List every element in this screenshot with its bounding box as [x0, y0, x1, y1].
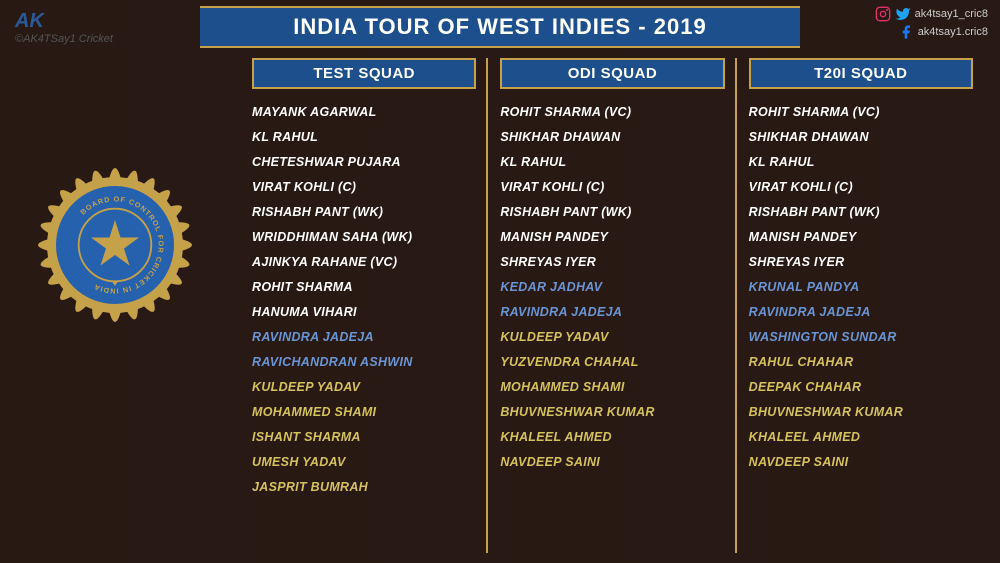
bcci-emblem: BOARD OF CONTROL FOR CRICKET IN INDIA ♥: [20, 150, 210, 340]
player-name: UMESH YADAV: [252, 449, 476, 474]
player-name: RAVINDRA JADEJA: [500, 299, 724, 324]
player-name: WRIDDHIMAN SAHA (WK): [252, 224, 476, 249]
player-name: NAVDEEP SAINI: [749, 449, 973, 474]
twitter-icon: [895, 6, 911, 22]
player-name: ROHIT SHARMA (VC): [749, 99, 973, 124]
player-name: BHUVNESHWAR KUMAR: [500, 399, 724, 424]
instagram-icon: [875, 6, 891, 22]
player-name: KL RAHUL: [252, 124, 476, 149]
player-name: JASPRIT BUMRAH: [252, 474, 476, 499]
player-name: ROHIT SHARMA (VC): [500, 99, 724, 124]
player-name: KHALEEL AHMED: [500, 424, 724, 449]
social-handle-2: ak4tsay1.cric8: [918, 26, 988, 38]
player-name: RISHABH PANT (WK): [252, 199, 476, 224]
svg-text:♥: ♥: [112, 278, 117, 288]
player-name: KULDEEP YADAV: [500, 324, 724, 349]
social-row-2: ak4tsay1.cric8: [875, 24, 988, 40]
player-name: CHETESHWAR PUJARA: [252, 149, 476, 174]
logo-area: AK ©AK4TSay1 Cricket: [0, 10, 200, 45]
player-name: KL RAHUL: [749, 149, 973, 174]
title-bar: INDIA TOUR OF WEST INDIES - 2019: [200, 6, 800, 48]
facebook-icon: [898, 24, 914, 40]
player-name: VIRAT KOHLI (C): [500, 174, 724, 199]
social-handle-1: ak4tsay1_cric8: [915, 8, 988, 20]
player-name: KRUNAL PANDYA: [749, 274, 973, 299]
player-name: KEDAR JADHAV: [500, 274, 724, 299]
player-name: RISHABH PANT (WK): [500, 199, 724, 224]
player-name: MOHAMMED SHAMI: [500, 374, 724, 399]
player-name: RAHUL CHAHAR: [749, 349, 973, 374]
squad-columns: TEST SQUADMAYANK AGARWALKL RAHULCHETESHW…: [240, 58, 985, 553]
squad-column: TEST SQUAD MAYANK AGARWALKL RAHULCHETESHW…: [240, 58, 488, 553]
page-title: INDIA TOUR OF WEST INDIES - 2019: [200, 14, 800, 40]
social-row-1: ak4tsay1_cric8: [875, 6, 988, 22]
player-name: RISHABH PANT (WK): [749, 199, 973, 224]
player-name: NAVDEEP SAINI: [500, 449, 724, 474]
player-name: MANISH PANDEY: [749, 224, 973, 249]
squad-column: ODI SQUAD ROHIT SHARMA (VC)SHIKHAR DHAWAN…: [488, 58, 736, 553]
player-name: YUZVENDRA CHAHAL: [500, 349, 724, 374]
player-name: SHIKHAR DHAWAN: [749, 124, 973, 149]
player-name: RAVINDRA JADEJA: [749, 299, 973, 324]
player-name: ISHANT SHARMA: [252, 424, 476, 449]
player-name: RAVINDRA JADEJA: [252, 324, 476, 349]
player-name: BHUVNESHWAR KUMAR: [749, 399, 973, 424]
player-name: AJINKYA RAHANE (VC): [252, 249, 476, 274]
player-name: DEEPAK CHAHAR: [749, 374, 973, 399]
emblem-inner-ring: BOARD OF CONTROL FOR CRICKET IN INDIA ♥: [50, 180, 180, 310]
player-name: KL RAHUL: [500, 149, 724, 174]
player-name: WASHINGTON SUNDAR: [749, 324, 973, 349]
player-name: ROHIT SHARMA: [252, 274, 476, 299]
ak-logo: AK: [15, 10, 200, 33]
player-name: MOHAMMED SHAMI: [252, 399, 476, 424]
player-name: SHIKHAR DHAWAN: [500, 124, 724, 149]
player-name: VIRAT KOHLI (C): [749, 174, 973, 199]
column-header: TEST SQUAD: [252, 58, 476, 89]
player-name: RAVICHANDRAN ASHWIN: [252, 349, 476, 374]
social-handles: ak4tsay1_cric8 ak4tsay1.cric8: [875, 6, 988, 42]
column-header: ODI SQUAD: [500, 58, 724, 89]
column-header: T20I SQUAD: [749, 58, 973, 89]
player-name: KULDEEP YADAV: [252, 374, 476, 399]
header-bar: AK ©AK4TSay1 Cricket INDIA TOUR OF WEST …: [0, 8, 1000, 46]
player-name: KHALEEL AHMED: [749, 424, 973, 449]
player-name: HANUMA VIHARI: [252, 299, 476, 324]
player-name: SHREYAS IYER: [500, 249, 724, 274]
player-name: MANISH PANDEY: [500, 224, 724, 249]
player-name: MAYANK AGARWAL: [252, 99, 476, 124]
player-name: VIRAT KOHLI (C): [252, 174, 476, 199]
player-name: SHREYAS IYER: [749, 249, 973, 274]
credit-text: ©AK4TSay1 Cricket: [15, 33, 200, 45]
squad-column: T20I SQUAD ROHIT SHARMA (VC)SHIKHAR DHAWA…: [737, 58, 985, 553]
